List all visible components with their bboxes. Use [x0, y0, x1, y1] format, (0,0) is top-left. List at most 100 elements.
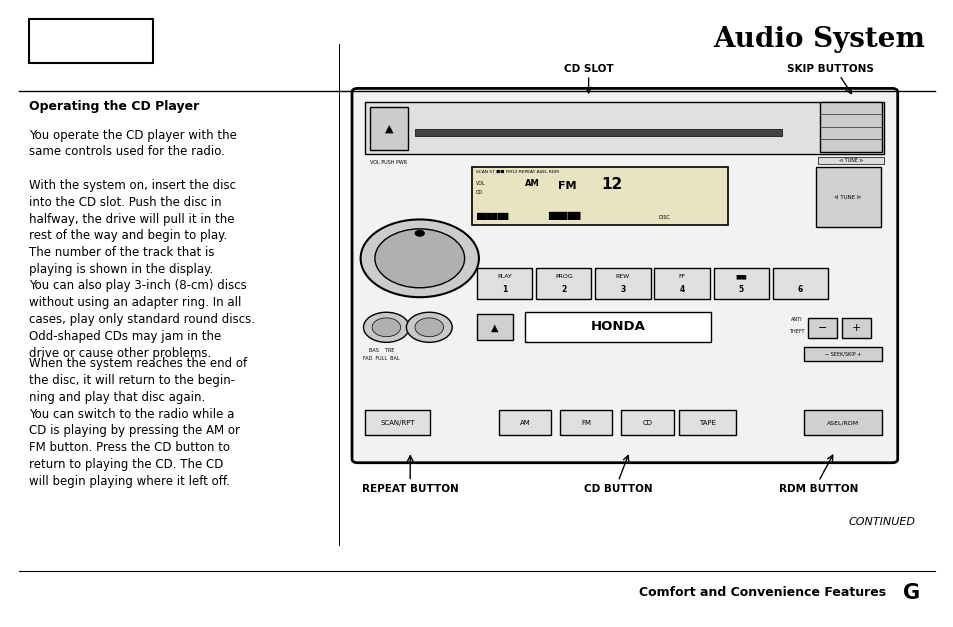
Text: CD is playing by pressing the AM or: CD is playing by pressing the AM or	[29, 424, 239, 438]
Text: drive or cause other problems.: drive or cause other problems.	[29, 347, 211, 360]
Bar	[817, 157, 883, 164]
Bar	[772, 268, 827, 299]
Bar	[415, 129, 781, 136]
Text: ASEL/RDM: ASEL/RDM	[826, 420, 859, 425]
Text: DISC: DISC	[658, 215, 669, 220]
Circle shape	[415, 230, 424, 236]
Text: ⊲ TUNE ⊳: ⊲ TUNE ⊳	[834, 195, 861, 200]
Text: ▲: ▲	[385, 124, 393, 134]
Text: 12: 12	[600, 177, 621, 192]
Text: ⊲ TUNE ⊳: ⊲ TUNE ⊳	[838, 158, 862, 163]
Bar	[498, 410, 551, 435]
Text: SKIP BUTTONS: SKIP BUTTONS	[785, 64, 873, 74]
Text: You can also play 3-inch (8-cm) discs: You can also play 3-inch (8-cm) discs	[29, 279, 246, 292]
Text: BAS    TRE: BAS TRE	[369, 348, 395, 353]
Text: 6: 6	[797, 285, 802, 294]
Bar	[365, 102, 883, 154]
Text: SCAN/RPT: SCAN/RPT	[380, 419, 415, 426]
Text: RDM BUTTON: RDM BUTTON	[778, 484, 858, 494]
Bar	[620, 410, 673, 435]
Text: PROG: PROG	[555, 274, 572, 279]
Text: REPEAT BUTTON: REPEAT BUTTON	[361, 484, 458, 494]
Text: − SEEK/SKIP +: − SEEK/SKIP +	[824, 351, 861, 356]
Bar	[365, 410, 430, 435]
Text: 3: 3	[619, 285, 625, 294]
Text: CD SLOT: CD SLOT	[563, 64, 613, 74]
Text: AM: AM	[524, 179, 538, 187]
Text: ██████: ██████	[476, 213, 508, 220]
Bar	[815, 167, 880, 227]
FancyBboxPatch shape	[352, 88, 897, 463]
Text: FM: FM	[580, 419, 591, 426]
Text: rest of the way and begin to play.: rest of the way and begin to play.	[29, 229, 227, 243]
Text: THEFT: THEFT	[788, 329, 803, 334]
Bar	[476, 268, 532, 299]
Text: ning and play that disc again.: ning and play that disc again.	[29, 391, 205, 404]
Text: Operating the CD Player: Operating the CD Player	[29, 100, 198, 113]
Bar	[820, 102, 882, 152]
Text: FM: FM	[558, 181, 576, 191]
Circle shape	[415, 318, 443, 337]
Text: −: −	[817, 323, 826, 333]
Text: will begin playing where it left off.: will begin playing where it left off.	[29, 475, 230, 488]
Bar	[524, 312, 710, 342]
Text: You operate the CD player with the: You operate the CD player with the	[29, 129, 236, 142]
Text: ANTI: ANTI	[790, 317, 801, 322]
Text: FM button. Press the CD button to: FM button. Press the CD button to	[29, 441, 230, 455]
Text: without using an adapter ring. In all: without using an adapter ring. In all	[29, 296, 241, 309]
Text: CONTINUED: CONTINUED	[848, 517, 915, 527]
Text: +: +	[851, 323, 861, 333]
Bar	[370, 107, 408, 150]
Text: HONDA: HONDA	[590, 320, 645, 333]
Bar	[29, 19, 152, 63]
Bar	[536, 268, 591, 299]
Text: the disc, it will return to the begin-: the disc, it will return to the begin-	[29, 374, 234, 387]
Text: Odd-shaped CDs may jam in the: Odd-shaped CDs may jam in the	[29, 330, 221, 343]
Circle shape	[406, 312, 452, 342]
Text: REW: REW	[616, 274, 629, 279]
Text: same controls used for the radio.: same controls used for the radio.	[29, 145, 224, 159]
Circle shape	[363, 312, 409, 342]
Text: With the system on, insert the disc: With the system on, insert the disc	[29, 179, 235, 192]
Bar	[841, 318, 870, 338]
Text: halfway, the drive will pull it in the: halfway, the drive will pull it in the	[29, 213, 233, 226]
Text: When the system reaches the end of: When the system reaches the end of	[29, 357, 247, 371]
Text: 1: 1	[501, 285, 507, 294]
Bar	[679, 410, 736, 435]
Text: CD: CD	[641, 419, 652, 426]
Text: TAPE: TAPE	[699, 419, 716, 426]
Text: return to playing the CD. The CD: return to playing the CD. The CD	[29, 458, 223, 472]
Text: ▲: ▲	[491, 322, 498, 332]
Bar	[803, 410, 882, 435]
Text: FF: FF	[678, 274, 685, 279]
Bar	[595, 268, 650, 299]
Bar	[807, 318, 836, 338]
Text: CD: CD	[476, 190, 482, 195]
Text: You can switch to the radio while a: You can switch to the radio while a	[29, 408, 233, 421]
Bar	[713, 268, 768, 299]
Circle shape	[360, 219, 478, 297]
Circle shape	[375, 229, 464, 288]
Text: Comfort and Convenience Features: Comfort and Convenience Features	[639, 586, 885, 599]
Text: G: G	[902, 582, 920, 603]
Text: cases, play only standard round discs.: cases, play only standard round discs.	[29, 313, 254, 326]
Text: CD BUTTON: CD BUTTON	[583, 484, 652, 494]
Text: SCAN ST ■■ FM12 REPEAT ASEL RDM: SCAN ST ■■ FM12 REPEAT ASEL RDM	[476, 170, 558, 174]
Text: into the CD slot. Push the disc in: into the CD slot. Push the disc in	[29, 196, 221, 209]
Circle shape	[372, 318, 400, 337]
Text: 5: 5	[738, 285, 743, 294]
Text: ■■: ■■	[735, 274, 746, 279]
Text: The number of the track that is: The number of the track that is	[29, 246, 213, 260]
Text: VOL: VOL	[476, 181, 485, 186]
Bar	[803, 347, 882, 361]
Text: playing is shown in the display.: playing is shown in the display.	[29, 263, 213, 277]
Bar	[559, 410, 612, 435]
Text: FAD  FULL  BAL: FAD FULL BAL	[362, 356, 398, 361]
Text: 2: 2	[560, 285, 566, 294]
Text: AM: AM	[519, 419, 530, 426]
Bar	[472, 167, 727, 225]
Bar	[476, 314, 513, 340]
Text: PLAY: PLAY	[497, 274, 512, 279]
Text: 4: 4	[679, 285, 684, 294]
Text: Audio System: Audio System	[713, 26, 924, 53]
